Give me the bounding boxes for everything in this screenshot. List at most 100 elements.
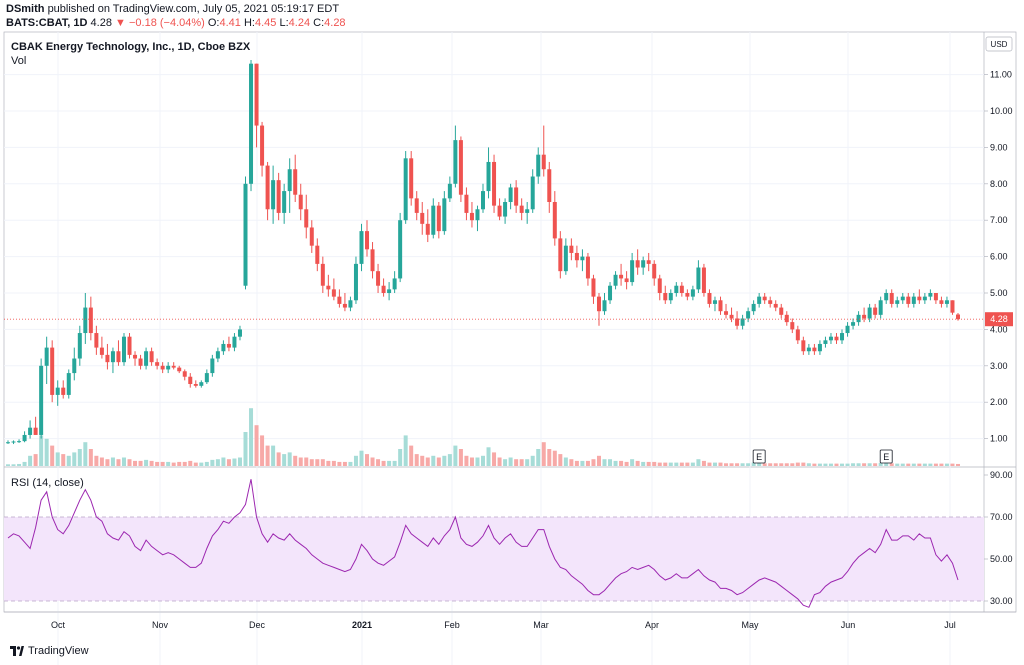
footer-brand[interactable]: TradingView: [10, 645, 89, 657]
volume-bar: [911, 463, 916, 466]
candle-body: [83, 307, 88, 334]
candle-body: [624, 278, 629, 283]
volume-bar: [249, 408, 254, 466]
volume-bar: [326, 460, 331, 466]
volume-bar: [541, 442, 546, 466]
last-price-badge: [985, 312, 1013, 327]
candle-body: [160, 365, 165, 370]
candle-body: [956, 314, 960, 320]
candle-body: [530, 176, 535, 210]
y-tick-label: 1.00: [990, 434, 1008, 444]
candle-body: [790, 322, 795, 330]
volume-bar: [663, 462, 668, 466]
candle-body: [442, 198, 447, 232]
candle-body: [298, 194, 303, 210]
candle-body: [6, 442, 10, 444]
volume-bar: [6, 464, 10, 466]
candle-body: [287, 169, 292, 192]
candle-body: [917, 296, 922, 301]
candle-body: [420, 212, 425, 224]
candle-body: [22, 434, 27, 442]
candle-body: [801, 340, 806, 352]
volume-bar: [497, 457, 502, 466]
candle-body: [425, 223, 430, 235]
volume-bar: [464, 455, 469, 466]
candle-body: [293, 169, 298, 195]
candle-body: [834, 336, 839, 341]
candle-body: [188, 376, 193, 384]
tradingview-logo-icon: [10, 646, 24, 656]
candle-body: [768, 300, 773, 304]
volume-bar: [160, 461, 165, 466]
volume-bar: [690, 462, 695, 466]
rsi-tick-label: 70.00: [990, 512, 1013, 522]
volume-bar: [210, 459, 215, 466]
candle-body: [900, 296, 905, 301]
volume-bar: [392, 460, 397, 466]
candle-body: [718, 300, 723, 312]
candle-body: [928, 293, 933, 297]
close-label: C:: [313, 17, 325, 29]
rsi-label: RSI (14, close): [11, 477, 84, 489]
volume-bar: [121, 457, 126, 466]
candle-body: [724, 311, 729, 315]
volume-bar: [685, 462, 690, 466]
volume-bar: [602, 459, 607, 466]
earnings-marker: [752, 449, 766, 464]
candle-body: [613, 274, 618, 286]
low-value: 4.24: [288, 17, 311, 29]
candle-body: [486, 161, 491, 192]
candle-body: [812, 347, 817, 352]
candle-body: [149, 351, 154, 363]
candle-body: [906, 296, 911, 304]
candle-body: [260, 125, 265, 166]
volume-bar: [530, 455, 535, 466]
rsi-tick-label: 50.00: [990, 554, 1013, 564]
volume-bar: [381, 460, 386, 466]
candle-body: [77, 333, 82, 359]
volume-bar: [442, 455, 447, 466]
candle-body: [685, 293, 690, 297]
candle-body: [353, 263, 358, 301]
y-tick-label: 7.00: [990, 215, 1008, 225]
volume-bar: [580, 460, 585, 466]
y-tick-label: 10.00: [990, 106, 1013, 116]
candle-body: [155, 362, 160, 366]
candle-body: [762, 296, 767, 301]
candle-body: [729, 314, 734, 319]
y-tick-label: 8.00: [990, 179, 1008, 189]
volume-bar: [28, 455, 33, 466]
volume-bar: [39, 435, 44, 466]
candle-body: [552, 202, 557, 239]
brand-name: TradingView: [28, 645, 89, 657]
candle-body: [895, 300, 900, 304]
candle-body: [696, 267, 701, 290]
volume-bar: [370, 457, 375, 466]
volume-bar: [55, 452, 60, 466]
symbol-info: BATS:CBAT, 1D 4.28 ▼ −0.18 (−4.04%) O:4.…: [6, 17, 346, 29]
volume-bar: [652, 461, 657, 466]
volume-bar: [768, 463, 773, 466]
author-name[interactable]: DSmith: [6, 3, 45, 15]
rsi-line: [7, 479, 959, 608]
volume-bar: [17, 463, 22, 466]
volume-bar: [862, 463, 867, 466]
volume-bar: [906, 463, 911, 466]
volume-bar: [574, 460, 579, 466]
candle-body: [652, 263, 657, 279]
volume-bar: [928, 463, 933, 466]
volume-bar: [933, 463, 938, 466]
candle-body: [265, 165, 270, 210]
x-tick-label: Jun: [841, 620, 856, 630]
high-value: 4.45: [254, 17, 277, 29]
volume-bar: [563, 457, 568, 466]
volume-bar: [481, 455, 485, 466]
volume-bar: [232, 458, 237, 466]
volume-bar: [199, 462, 204, 466]
volume-bar: [127, 459, 132, 466]
candle-body: [911, 296, 916, 304]
x-tick-label: May: [741, 620, 759, 630]
candle-body: [337, 296, 342, 304]
candle-body: [403, 158, 408, 221]
